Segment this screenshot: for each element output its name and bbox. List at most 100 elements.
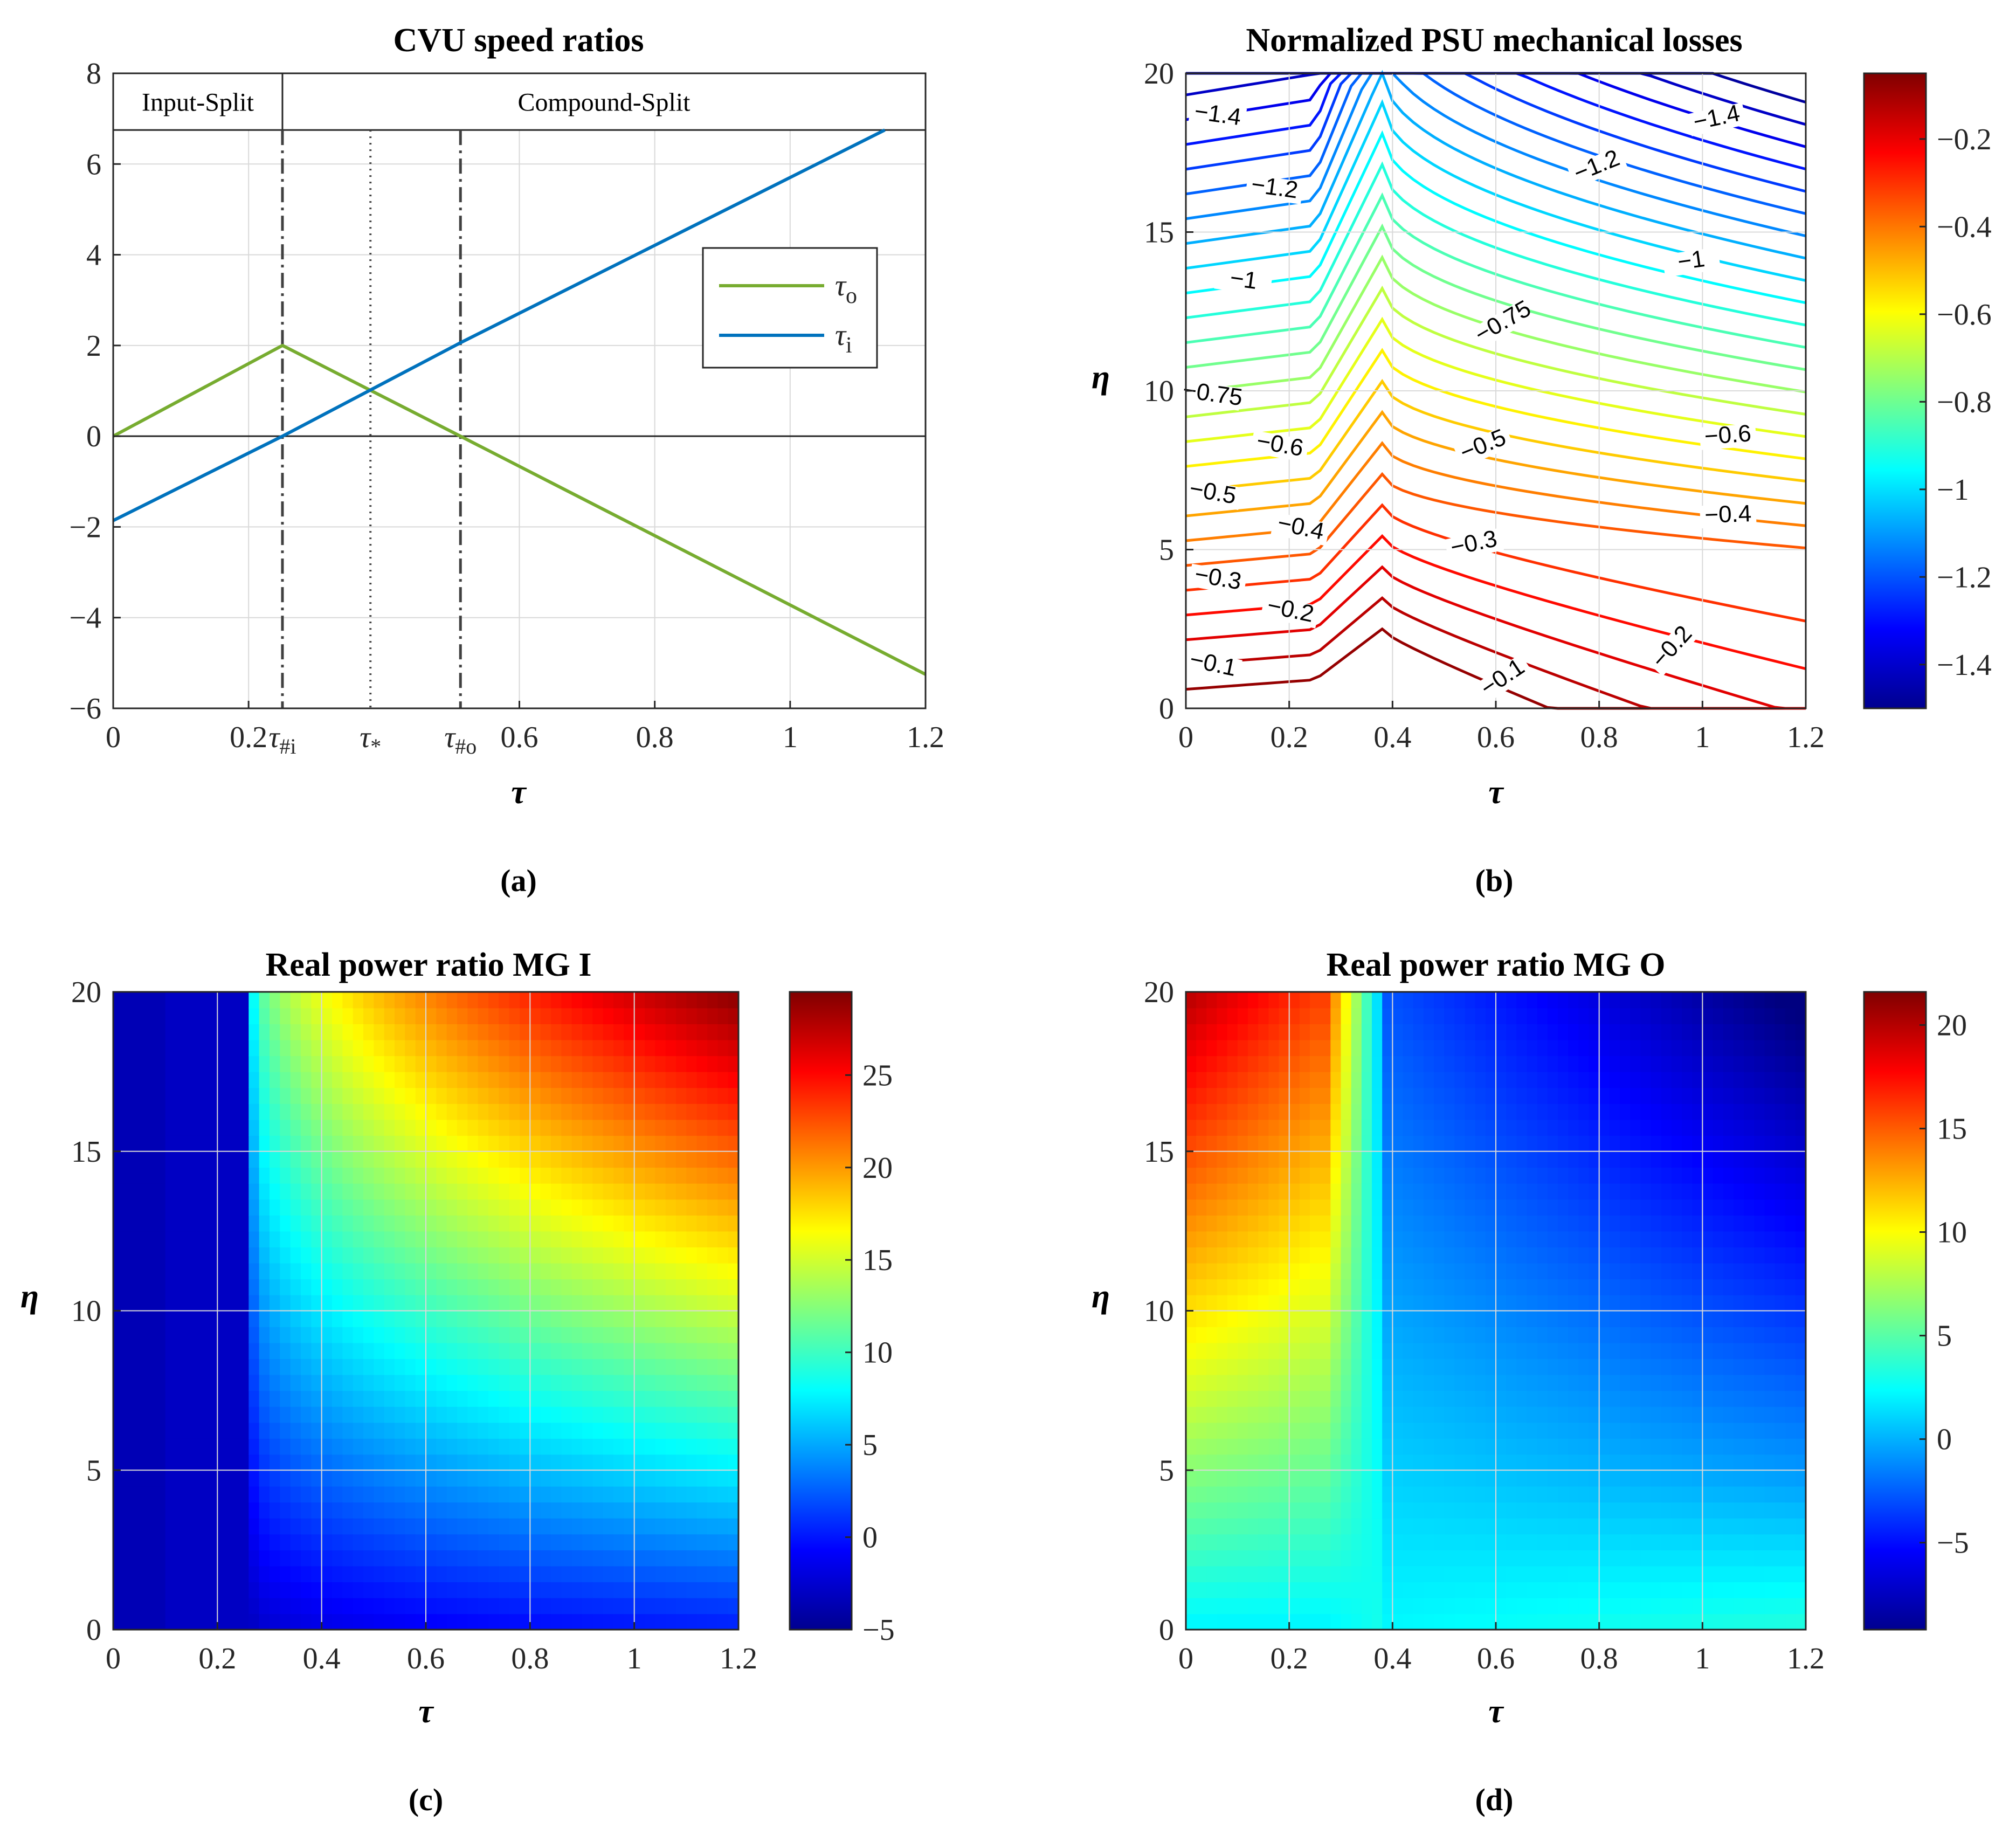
heatmap-cell [332,1087,343,1104]
heatmap-cell [1640,1247,1652,1264]
heatmap-cell [134,1119,145,1136]
heatmap-cell [270,1056,281,1072]
heatmap-cell [624,1231,635,1247]
heatmap-cell [217,1517,229,1535]
heatmap-cell [592,1597,604,1615]
heatmap-cell [509,1565,520,1583]
heatmap-cell [342,1247,354,1264]
heatmap-cell [1589,1279,1600,1295]
heatmap-cell [1723,1167,1734,1184]
heatmap-cell [238,1310,250,1327]
heatmap-cell [1754,1486,1765,1503]
heatmap-cell [1485,1103,1496,1120]
x-tick-label: 0.8 [1580,721,1618,754]
heatmap-cell [196,1199,208,1216]
heatmap-cell [259,1438,270,1455]
heatmap-cell [1248,1390,1259,1407]
heatmap-cell [1206,992,1218,1009]
heatmap-cell [426,1342,437,1360]
heatmap-cell [290,1565,301,1583]
heatmap-cell [155,1534,166,1550]
heatmap-cell [238,1565,250,1583]
heatmap-cell [374,1056,385,1072]
heatmap-cell [571,1024,583,1040]
heatmap-cell [499,1215,510,1232]
heatmap-cell [384,1486,395,1503]
heatmap-cell [1248,1517,1259,1535]
heatmap-cell [1630,1597,1641,1615]
heatmap-cell [217,992,229,1009]
heatmap-cell [165,1438,176,1455]
heatmap-cell [478,1279,489,1295]
heatmap-cell [1692,1358,1703,1375]
heatmap-cell [238,1294,250,1312]
heatmap-cell [1609,1454,1620,1471]
heatmap-cell [196,1183,208,1200]
heatmap-cell [259,1358,270,1375]
heatmap-cell [1547,1550,1558,1567]
heatmap-cell [728,1550,739,1567]
heatmap-cell [1299,1342,1310,1360]
heatmap-cell [405,1056,416,1072]
panel-b-ylabel: η [1092,359,1110,396]
heatmap-cell [1320,1247,1331,1264]
heatmap-cell [520,1613,531,1630]
heatmap-cell [227,1071,239,1088]
heatmap-cell [165,1279,176,1295]
heatmap-cell [1434,1119,1445,1136]
heatmap-cell [1434,1008,1445,1024]
heatmap-cell [1599,1199,1610,1216]
heatmap-cell [1403,1534,1414,1550]
heatmap-cell [603,1103,614,1120]
heatmap-cell [374,1454,385,1471]
threshold-label-subscript: * [370,734,381,758]
heatmap-cell [1568,1167,1579,1184]
heatmap-cell [1713,992,1724,1009]
heatmap-cell [1351,1613,1362,1630]
heatmap-cell [227,1390,239,1407]
heatmap-cell [290,1534,301,1550]
heatmap-cell [488,1582,500,1598]
heatmap-cell [1744,1294,1755,1312]
heatmap-cell [1527,1008,1538,1024]
heatmap-cell [676,1550,687,1567]
heatmap-cell [1454,1374,1466,1391]
heatmap-cell [1733,1438,1744,1455]
heatmap-cell [603,1167,614,1184]
heatmap-cell [196,1008,208,1024]
heatmap-cell [186,1502,197,1519]
heatmap-cell [415,1024,426,1040]
heatmap-cell [1527,1071,1538,1088]
heatmap-cell [1454,1008,1466,1024]
heatmap-cell [1640,1390,1652,1407]
heatmap-cell [520,1534,531,1550]
heatmap-cell [363,1406,375,1423]
heatmap-cell [384,1342,395,1360]
heatmap-cell [436,1294,447,1312]
heatmap-cell [248,1135,260,1152]
heatmap-cell [1361,1039,1372,1057]
heatmap-cell [1320,1390,1331,1407]
heatmap-cell [270,1517,281,1535]
heatmap-cell [613,1024,625,1040]
heatmap-cell [363,1310,375,1327]
heatmap-cell [551,1199,562,1216]
heatmap-cell [353,1390,364,1407]
heatmap-cell [655,1613,666,1630]
heatmap-cell [165,1454,176,1471]
heatmap-cell [1630,1231,1641,1247]
heatmap-cell [1206,1406,1218,1423]
heatmap-cell [207,992,218,1009]
heatmap-cell [1382,1517,1393,1535]
heatmap-cell [311,1327,322,1343]
heatmap-cell [217,1247,229,1264]
heatmap-cell [415,1327,426,1343]
heatmap-cell [717,1294,729,1312]
heatmap-cell [384,1103,395,1120]
heatmap-cell [342,1167,354,1184]
heatmap-cell [1589,1613,1600,1630]
heatmap-cell [530,1024,541,1040]
heatmap-cell [1589,1470,1600,1487]
heatmap-cell [1289,1135,1300,1152]
heatmap-cell [1454,1024,1466,1040]
